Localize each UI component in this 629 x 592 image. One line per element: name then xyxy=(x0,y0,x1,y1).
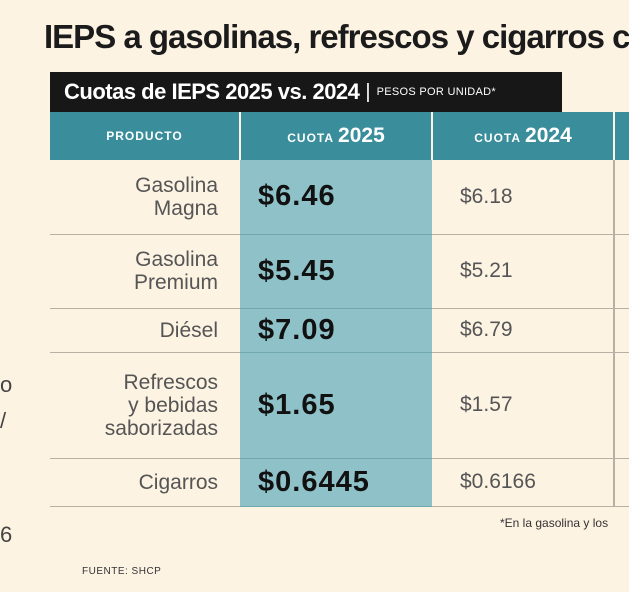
header-label: PRODUCTO xyxy=(106,129,183,143)
product-cell: Diésel xyxy=(50,308,240,353)
left-fragment: 6 xyxy=(0,522,13,547)
extra-cell-cropped xyxy=(614,308,629,353)
extra-cell-cropped xyxy=(614,160,629,235)
table-row: Cigarros $0.6445 $0.6166 xyxy=(50,458,629,507)
extra-cell-cropped xyxy=(614,234,629,309)
product-name-line: Cigarros xyxy=(138,470,218,494)
header-year: 2024 xyxy=(525,124,572,147)
table-row: Refrescos y bebidas saborizadas $1.65 $1.57 xyxy=(50,352,629,459)
table-row: Diésel $7.09 $6.79 xyxy=(50,308,629,353)
product-cell: Gasolina Magna xyxy=(50,160,240,235)
ieps-table-container: PRODUCTO CUOTA 2025 CUOTA 2024 Gasolina Mag… xyxy=(50,112,629,510)
cuota-2025-cell: $1.65 xyxy=(240,352,432,459)
cuota-2024-cell: $1.57 xyxy=(432,352,615,459)
page-title: IEPS a gasolinas, refrescos y cigarros c xyxy=(44,18,629,55)
header-extra-cropped xyxy=(614,112,629,160)
cuota-2024-cell: $6.18 xyxy=(432,160,615,235)
header-label: CUOTA xyxy=(287,131,335,145)
left-fragment: o xyxy=(0,372,13,397)
header-producto: PRODUCTO xyxy=(50,112,241,160)
table-body: Gasolina Magna $6.46 $6.18 Gasolina Premium $5… xyxy=(50,160,629,507)
product-cell: Gasolina Premium xyxy=(50,234,240,309)
cuota-2025-cell: $6.46 xyxy=(240,160,432,235)
header-cuota-2024: CUOTA 2024 xyxy=(432,112,615,160)
product-name-line: Refrescos xyxy=(123,370,218,394)
product-cell: Cigarros xyxy=(50,458,240,507)
table-header-row: PRODUCTO CUOTA 2025 CUOTA 2024 xyxy=(50,112,629,160)
subtitle-separator: | xyxy=(365,80,371,103)
product-cell: Refrescos y bebidas saborizadas xyxy=(50,352,240,459)
product-name-line: saborizadas xyxy=(104,416,218,440)
subtitle-unit: PESOS POR UNIDAD* xyxy=(376,86,497,98)
table-row: Gasolina Premium $5.45 $5.21 xyxy=(50,234,629,309)
cuota-2025-cell: $0.6445 xyxy=(240,458,432,507)
product-name-line: Gasolina xyxy=(135,248,218,271)
extra-cell-cropped xyxy=(614,458,629,507)
ieps-table: PRODUCTO CUOTA 2025 CUOTA 2024 Gasolina Mag… xyxy=(50,112,629,507)
header-cuota-2025: CUOTA 2025 xyxy=(240,112,433,160)
product-name-line: Diésel xyxy=(159,318,218,342)
cuota-2025-cell: $5.45 xyxy=(240,234,432,309)
cuota-2025-cell: $7.09 xyxy=(240,308,432,353)
product-name-line: y bebidas xyxy=(128,393,218,417)
table-row: Gasolina Magna $6.46 $6.18 xyxy=(50,160,629,235)
cuota-2024-cell: $0.6166 xyxy=(432,458,615,507)
footnote: *En la gasolina y los xyxy=(500,516,609,530)
cuota-2024-cell: $6.79 xyxy=(432,308,615,353)
subtitle-text: Cuotas de IEPS 2025 vs. 2024 xyxy=(64,79,360,104)
header-year: 2025 xyxy=(338,124,385,147)
extra-cell-cropped xyxy=(614,352,629,459)
product-name-line: Magna xyxy=(153,196,218,220)
product-name-line: Premium xyxy=(133,271,218,294)
cuota-2024-cell: $5.21 xyxy=(432,234,615,309)
product-name-line: Gasolina xyxy=(135,173,218,197)
header-label: CUOTA xyxy=(474,131,522,145)
subtitle-bar: Cuotas de IEPS 2025 vs. 2024 | PESOS POR… xyxy=(50,72,562,112)
source-credit: FUENTE: SHCP xyxy=(82,566,162,577)
left-fragment: / xyxy=(0,408,7,433)
